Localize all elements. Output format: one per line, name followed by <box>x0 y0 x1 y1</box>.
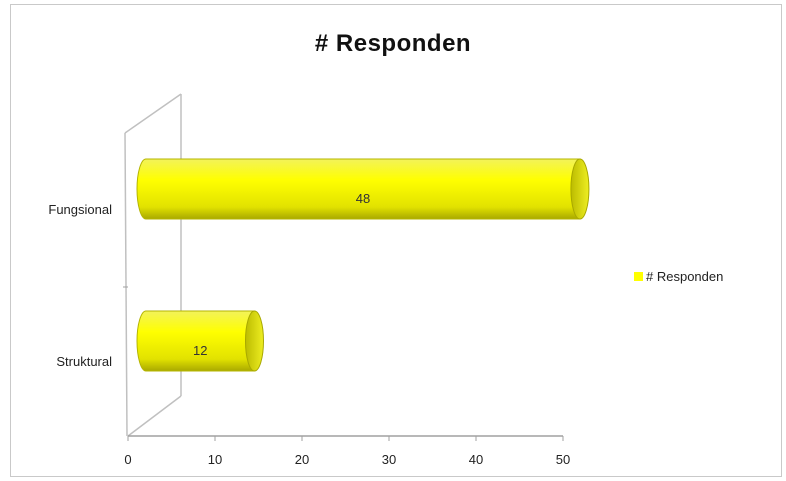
category-label: Struktural <box>56 354 112 369</box>
bar-end-cap <box>244 310 264 372</box>
x-tick-label: 20 <box>295 452 309 467</box>
wall-top-edge <box>124 93 182 134</box>
category-label: Fungsional <box>48 202 112 217</box>
data-label: 48 <box>356 191 370 206</box>
legend: # Responden <box>634 269 723 284</box>
data-label: 12 <box>193 343 207 358</box>
chart-title: # Responden <box>314 30 472 57</box>
floor-edge <box>127 395 182 437</box>
x-tick-label: 40 <box>469 452 483 467</box>
x-tick-label: 10 <box>208 452 222 467</box>
bar-body <box>136 158 581 220</box>
chart-frame <box>10 4 782 477</box>
bar-end-cap <box>570 158 590 220</box>
side-wall-edge <box>124 132 128 437</box>
x-tick-label: 50 <box>556 452 570 467</box>
x-tick-label: 0 <box>124 452 131 467</box>
bar <box>136 310 264 372</box>
bar-body <box>136 310 255 372</box>
legend-swatch <box>634 272 643 281</box>
legend-label: # Responden <box>646 269 724 284</box>
x-tick-label: 30 <box>382 452 396 467</box>
bar <box>136 158 590 220</box>
